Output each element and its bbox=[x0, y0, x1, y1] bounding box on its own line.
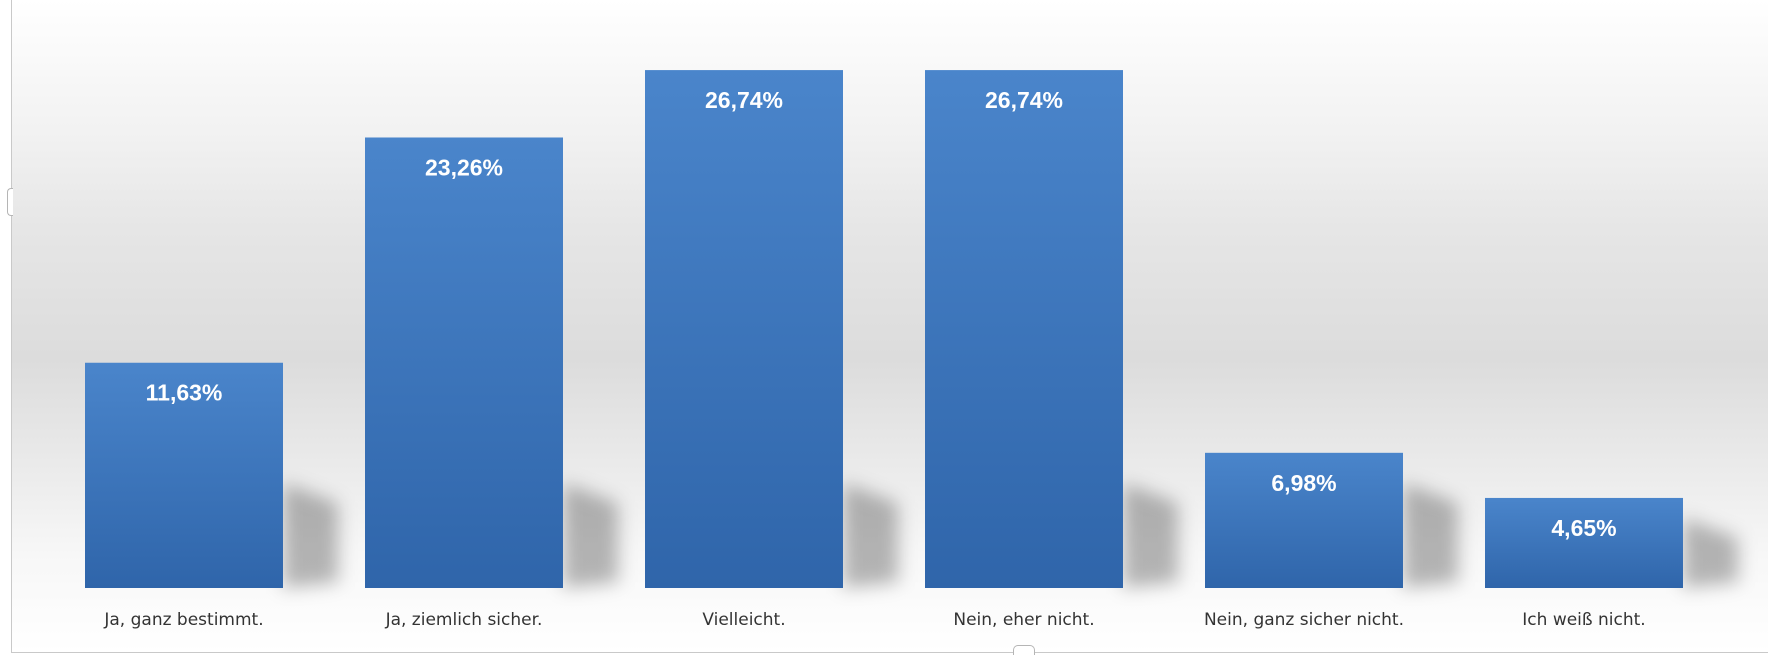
category-label-vielleicht: Vielleicht. bbox=[702, 610, 785, 630]
bars bbox=[85, 70, 1683, 588]
data-label-nein-eher-nicht: 26,74% bbox=[985, 87, 1063, 113]
bar-ja-ziemlich-sicher[interactable] bbox=[365, 137, 563, 588]
bar-shadows bbox=[283, 483, 1738, 588]
bar-shadow-nein-eher-nicht bbox=[1123, 483, 1178, 588]
data-label-ja-ganz-bestimmt: 11,63% bbox=[146, 380, 223, 406]
bar-shadow-vielleicht bbox=[843, 483, 898, 588]
data-labels: 11,63% 23,26% 26,74% 26,74% 6,98% 4,65% bbox=[146, 87, 1617, 541]
category-label-nein-eher-nicht: Nein, eher nicht. bbox=[953, 610, 1094, 630]
category-label-nein-ganz-sicher-nicht: Nein, ganz sicher nicht. bbox=[1204, 610, 1404, 630]
bar-shadow-nein-ganz-sicher-nicht bbox=[1403, 483, 1458, 588]
bar-ich-weiss-nicht[interactable] bbox=[1485, 497, 1683, 588]
data-label-ich-weiss-nicht: 4,65% bbox=[1551, 515, 1616, 541]
category-label-ja-ziemlich-sicher: Ja, ziemlich sicher. bbox=[385, 610, 543, 630]
bar-nein-ganz-sicher-nicht[interactable] bbox=[1205, 452, 1403, 588]
data-label-nein-ganz-sicher-nicht: 6,98% bbox=[1271, 470, 1336, 496]
category-label-ja-ganz-bestimmt: Ja, ganz bestimmt. bbox=[103, 610, 263, 630]
bar-shadow-ja-ganz-bestimmt bbox=[283, 483, 338, 588]
resize-handle-left[interactable] bbox=[7, 188, 13, 216]
bar-vielleicht[interactable] bbox=[645, 70, 843, 588]
resize-handle-bottom[interactable] bbox=[1013, 645, 1035, 655]
bar-shadow-ich-weiss-nicht bbox=[1683, 517, 1738, 588]
bar-nein-eher-nicht[interactable] bbox=[925, 70, 1123, 588]
data-label-ja-ziemlich-sicher: 23,26% bbox=[425, 154, 503, 180]
data-label-vielleicht: 26,74% bbox=[705, 87, 783, 113]
bar-shadow-ja-ziemlich-sicher bbox=[563, 483, 618, 588]
category-labels: Ja, ganz bestimmt. Ja, ziemlich sicher. Vi… bbox=[103, 610, 1645, 630]
category-label-ich-weiss-nicht: Ich weiß nicht. bbox=[1522, 610, 1645, 630]
bar-ja-ganz-bestimmt[interactable] bbox=[85, 362, 283, 588]
